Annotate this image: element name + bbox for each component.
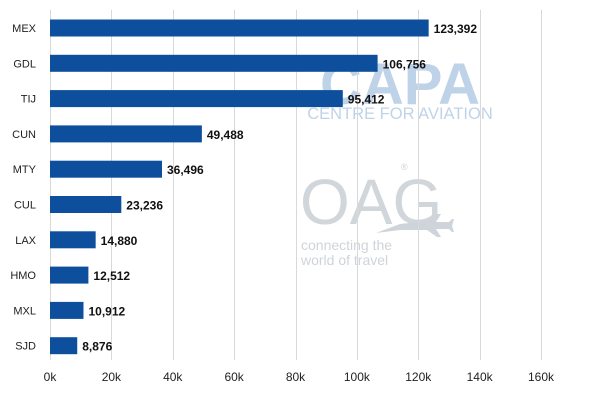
x-tick-label: 120k (405, 370, 432, 384)
x-axis-tick-labels: 0k 20k 40k 60k 80k 100k 120k 140k 160k (44, 370, 555, 384)
value-label: 23,236 (126, 199, 163, 213)
value-label: 12,512 (93, 269, 130, 283)
oag-tagline-line-1: connecting the (301, 237, 392, 253)
value-label: 36,496 (167, 163, 204, 177)
x-tick-label: 100k (344, 370, 371, 384)
category-label: CUL (14, 200, 36, 212)
x-tick-label: 160k (528, 370, 555, 384)
oag-registered-mark: ® (401, 162, 408, 172)
bar (50, 301, 84, 319)
value-label: 8,876 (82, 340, 112, 354)
capa-watermark: CAPA CENTRE FOR AVIATION (307, 52, 493, 123)
bars (50, 19, 429, 355)
category-label: SJD (15, 341, 36, 353)
x-tick-label: 40k (163, 370, 183, 384)
value-label: 95,412 (348, 93, 385, 107)
value-labels: 123,392 106,756 95,412 49,488 36,496 23,236 14… (82, 22, 477, 354)
capa-subtitle-text: CENTRE FOR AVIATION (307, 105, 493, 123)
value-label: 106,756 (383, 57, 427, 71)
x-tick-label: 0k (44, 370, 58, 384)
category-label: LAX (15, 235, 36, 247)
value-label: 10,912 (88, 304, 125, 318)
oag-tagline-line-2: world of travel (300, 252, 388, 268)
bar (50, 337, 78, 355)
bar (50, 266, 89, 284)
category-label: TIJ (21, 94, 36, 106)
x-tick-label: 20k (102, 370, 122, 384)
bar (50, 231, 96, 249)
x-tick-label: 60k (224, 370, 244, 384)
category-label: MTY (13, 164, 37, 176)
bar (50, 19, 429, 37)
category-label: GDL (13, 58, 36, 70)
value-label: 123,392 (434, 22, 478, 36)
bar (50, 54, 378, 72)
category-label: CUN (12, 129, 36, 141)
airplane-icon (376, 214, 454, 237)
bar (50, 125, 202, 143)
bar (50, 90, 343, 108)
oag-watermark: OAG ® connecting the world of travel (300, 162, 454, 268)
bar (50, 160, 162, 178)
category-label: HMO (10, 270, 36, 282)
x-tick-label: 140k (467, 370, 494, 384)
bar (50, 196, 122, 213)
value-label: 49,488 (207, 128, 244, 142)
category-label: MEX (12, 23, 37, 35)
value-label: 14,880 (101, 234, 138, 248)
category-labels: MEX GDL TIJ CUN MTY CUL LAX HMO MXL SJD (10, 23, 36, 353)
x-tick-label: 80k (286, 370, 306, 384)
category-label: MXL (13, 305, 36, 317)
